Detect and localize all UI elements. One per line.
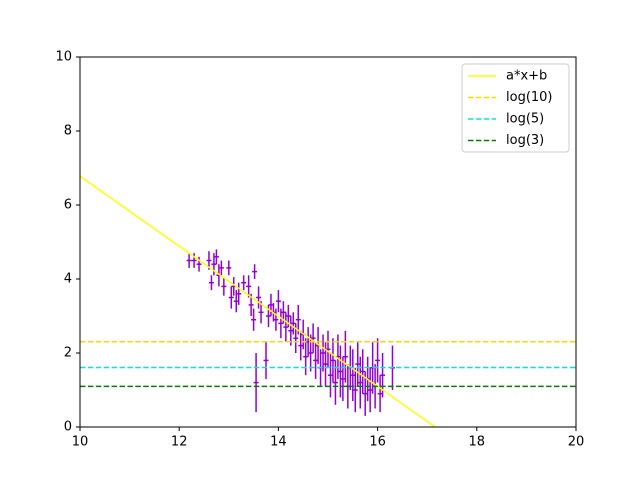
plot-area bbox=[80, 175, 576, 427]
y-tick-label: 10 bbox=[55, 50, 72, 65]
y-tick-label: 0 bbox=[64, 420, 72, 435]
x-tick-label: 20 bbox=[568, 435, 585, 450]
axes-frame bbox=[79, 56, 577, 428]
legend-box bbox=[461, 63, 570, 153]
x-tick-label: 14 bbox=[270, 435, 287, 450]
x-tick-label: 18 bbox=[469, 435, 486, 450]
x-tick-label: 10 bbox=[72, 435, 89, 450]
legend-label: log(3) bbox=[506, 133, 544, 148]
series-line bbox=[80, 175, 436, 427]
legend-label: log(10) bbox=[506, 90, 553, 105]
legend-label: a*x+b bbox=[506, 69, 547, 84]
y-tick-label: 2 bbox=[64, 346, 72, 361]
y-tick-label: 6 bbox=[64, 198, 72, 213]
y-tick-label: 8 bbox=[64, 124, 72, 139]
legend-label: log(5) bbox=[506, 112, 544, 127]
x-tick-label: 16 bbox=[369, 435, 386, 450]
x-tick-label: 12 bbox=[171, 435, 188, 450]
y-tick-label: 4 bbox=[64, 272, 72, 287]
